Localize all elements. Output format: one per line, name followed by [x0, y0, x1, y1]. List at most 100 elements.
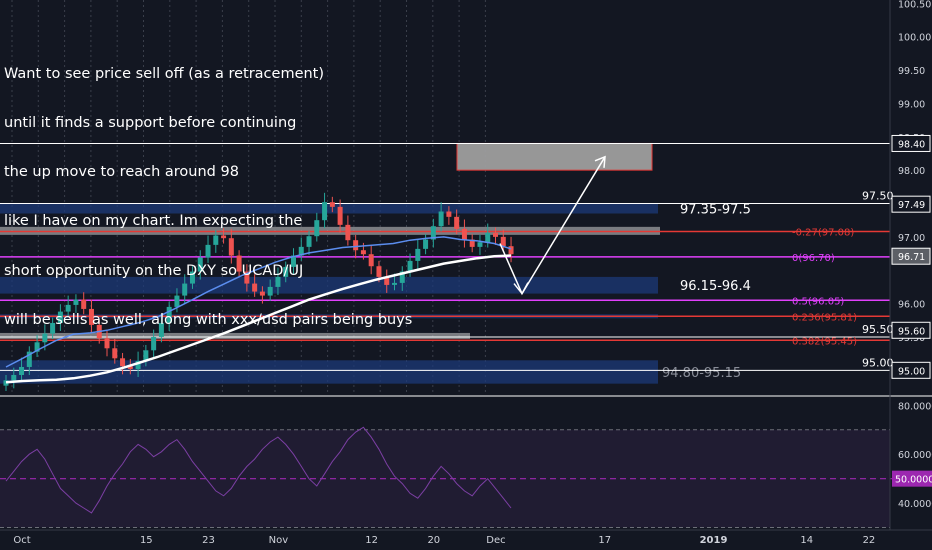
- candle-body: [73, 299, 79, 305]
- ema-line: [5, 254, 512, 384]
- zone-label: 97.35-97.5: [680, 203, 751, 218]
- candle-body: [407, 260, 413, 272]
- projection-layer: [499, 155, 606, 296]
- candle-body: [461, 228, 467, 240]
- note-line: until it finds a support before continui…: [4, 115, 297, 132]
- candle-body: [143, 350, 149, 361]
- candle-body: [446, 211, 452, 217]
- arrow-head-down: [513, 282, 529, 295]
- candle-body: [368, 254, 374, 267]
- candle-body: [50, 322, 56, 334]
- candle-body: [345, 224, 351, 241]
- price-tick: 100.00: [898, 33, 931, 44]
- time-tick: 2019: [700, 535, 728, 546]
- level-label: 95.50: [862, 323, 894, 336]
- rsi-line: [5, 426, 512, 514]
- moving-averages-layer: [5, 236, 512, 384]
- candle-body: [314, 220, 320, 237]
- candle-body: [430, 226, 436, 240]
- note-line: like I have on my chart. Im expecting th…: [4, 213, 303, 230]
- arrow-head-up: [594, 155, 606, 168]
- candle-body: [469, 239, 475, 247]
- zone-label: 96.15-96.4: [680, 279, 751, 294]
- zone-rect: [0, 276, 658, 294]
- candle-body: [384, 276, 390, 285]
- candle-body: [423, 239, 429, 249]
- rsi-current-box: [892, 470, 932, 487]
- price-tick: 97.00: [898, 233, 925, 244]
- price-label: 97.49: [898, 200, 925, 211]
- fib-label: -0.27(97.08): [792, 228, 854, 239]
- candle-body: [182, 283, 188, 296]
- candle-body: [275, 276, 281, 287]
- rsi-tick: 40.0000: [898, 499, 932, 510]
- candle-body: [485, 232, 491, 243]
- candle-body: [34, 342, 40, 352]
- zone-rect: [0, 332, 470, 339]
- candle-body: [508, 246, 514, 255]
- price-tick: 99.00: [898, 99, 925, 110]
- candle-body: [42, 333, 48, 343]
- candle-body: [158, 322, 164, 337]
- candle-body: [399, 271, 405, 283]
- price-label-box: [891, 361, 931, 379]
- time-tick: 20: [427, 535, 440, 546]
- levels-layer: 97.50 95.50 95.00 -0.27(97.08) 0(96.70) 0.5(9…: [0, 142, 894, 371]
- fib-label: 0(96.70): [792, 253, 835, 264]
- candle-body: [26, 351, 32, 367]
- note-line: short opportunity on the DXY so UCAD/UJ: [4, 262, 304, 279]
- candle-body: [283, 266, 289, 277]
- time-tick: Nov: [269, 535, 289, 546]
- candle-body: [267, 286, 273, 296]
- candle-body: [415, 248, 421, 261]
- time-tick: 17: [598, 535, 611, 546]
- price-label: 95.60: [898, 326, 925, 337]
- level-label: 97.50: [862, 190, 894, 203]
- candle-body: [3, 380, 9, 386]
- candle-body: [65, 304, 71, 312]
- candle-body: [438, 211, 444, 227]
- price-tick: 96.00: [898, 300, 925, 311]
- time-grid: [11, 0, 486, 395]
- candle-body: [57, 311, 63, 323]
- candle-body: [329, 202, 335, 207]
- fib-label: 0.382(95.45): [792, 336, 857, 347]
- zone-label: 94.80-95.15: [662, 366, 741, 381]
- time-tick: 15: [140, 535, 153, 546]
- candle-body: [205, 244, 211, 258]
- candle-body: [135, 360, 141, 369]
- zone-rect: [0, 360, 658, 384]
- level-label: 95.00: [862, 356, 894, 369]
- time-tick: 22: [863, 535, 876, 546]
- price-label-box: [891, 247, 931, 265]
- analysis-note: Want to see price sell off (as a retrace…: [4, 33, 412, 345]
- time-tick: 12: [365, 535, 378, 546]
- candle-body: [454, 216, 460, 229]
- candle-body: [259, 291, 265, 296]
- candle-body: [197, 257, 203, 272]
- fib-label: 0.236(95.81): [792, 312, 857, 323]
- candle-body: [81, 299, 87, 309]
- time-tick: Dec: [486, 535, 505, 546]
- price-tick: 98.00: [898, 166, 925, 177]
- price-tick: 100.50: [898, 0, 931, 10]
- time-tick: Oct: [13, 535, 30, 546]
- price-label-box: [891, 195, 931, 213]
- note-line: will be sells as well, along with xxx/us…: [4, 311, 413, 328]
- sma-line: [5, 236, 512, 368]
- time-tick: 23: [202, 535, 215, 546]
- candle-body: [151, 336, 157, 351]
- candle-body: [104, 338, 110, 349]
- candles-layer: [3, 192, 514, 391]
- zone-rect: [456, 142, 653, 171]
- price-label: 98.40: [898, 139, 925, 150]
- candle-body: [322, 202, 328, 221]
- candle-body: [166, 306, 172, 323]
- candle-body: [493, 232, 499, 237]
- note-line: Want to see price sell off (as a retrace…: [4, 65, 325, 82]
- candle-body: [88, 308, 94, 325]
- candle-body: [127, 366, 133, 369]
- candle-body: [337, 206, 343, 225]
